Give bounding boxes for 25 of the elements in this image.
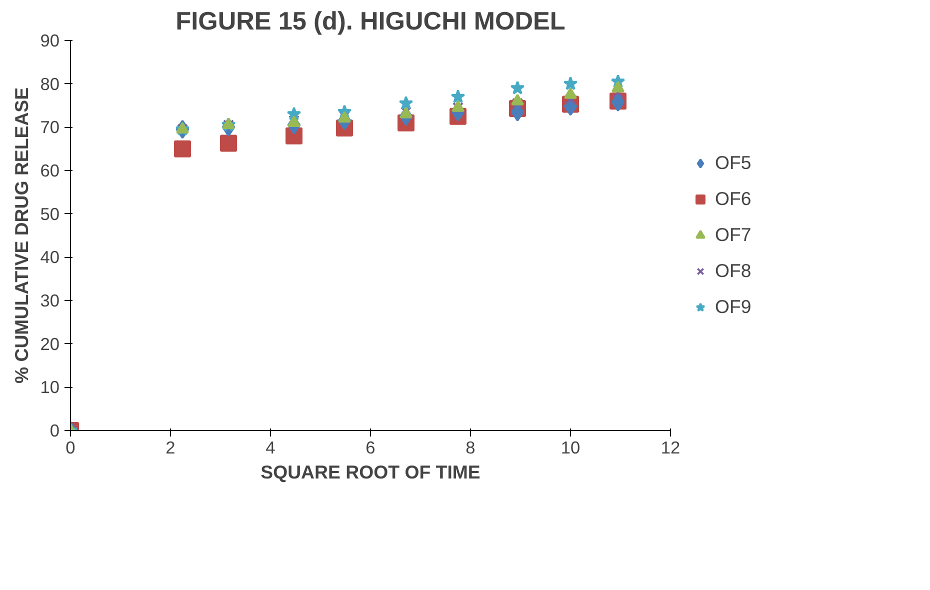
legend-label: OF7 (715, 224, 752, 246)
x-tick-label: 8 (466, 438, 476, 458)
y-tick-label: 90 (40, 30, 60, 50)
chart-title: FIGURE 15 (d). HIGUCHI MODEL (176, 8, 566, 36)
y-tick-label: 80 (40, 74, 60, 94)
y-axis-title: % CUMULATIVE DRUG RELEASE (11, 87, 32, 384)
y-tick-label: 20 (40, 334, 60, 354)
legend-label: OF5 (715, 152, 752, 174)
y-tick-label: 50 (40, 204, 60, 224)
x-tick-label: 10 (560, 438, 580, 458)
x-tick-label: 4 (266, 438, 276, 458)
x-tick-label: 0 (66, 438, 76, 458)
x-tick-label: 2 (166, 438, 176, 458)
y-tick-label: 60 (40, 160, 60, 180)
y-tick-label: 40 (40, 247, 60, 268)
x-tick-label: 6 (366, 438, 376, 458)
legend-label: OF8 (715, 260, 752, 282)
y-tick-label: 70 (40, 117, 60, 138)
x-tick-label: 12 (660, 438, 680, 458)
y-tick-label: 10 (40, 377, 60, 398)
x-axis-title: SQUARE ROOT OF TIME (260, 462, 480, 482)
legend-label: OF9 (715, 296, 752, 318)
y-tick-label: 0 (50, 420, 60, 440)
y-tick-label: 30 (40, 290, 60, 310)
legend-label: OF6 (715, 188, 752, 210)
